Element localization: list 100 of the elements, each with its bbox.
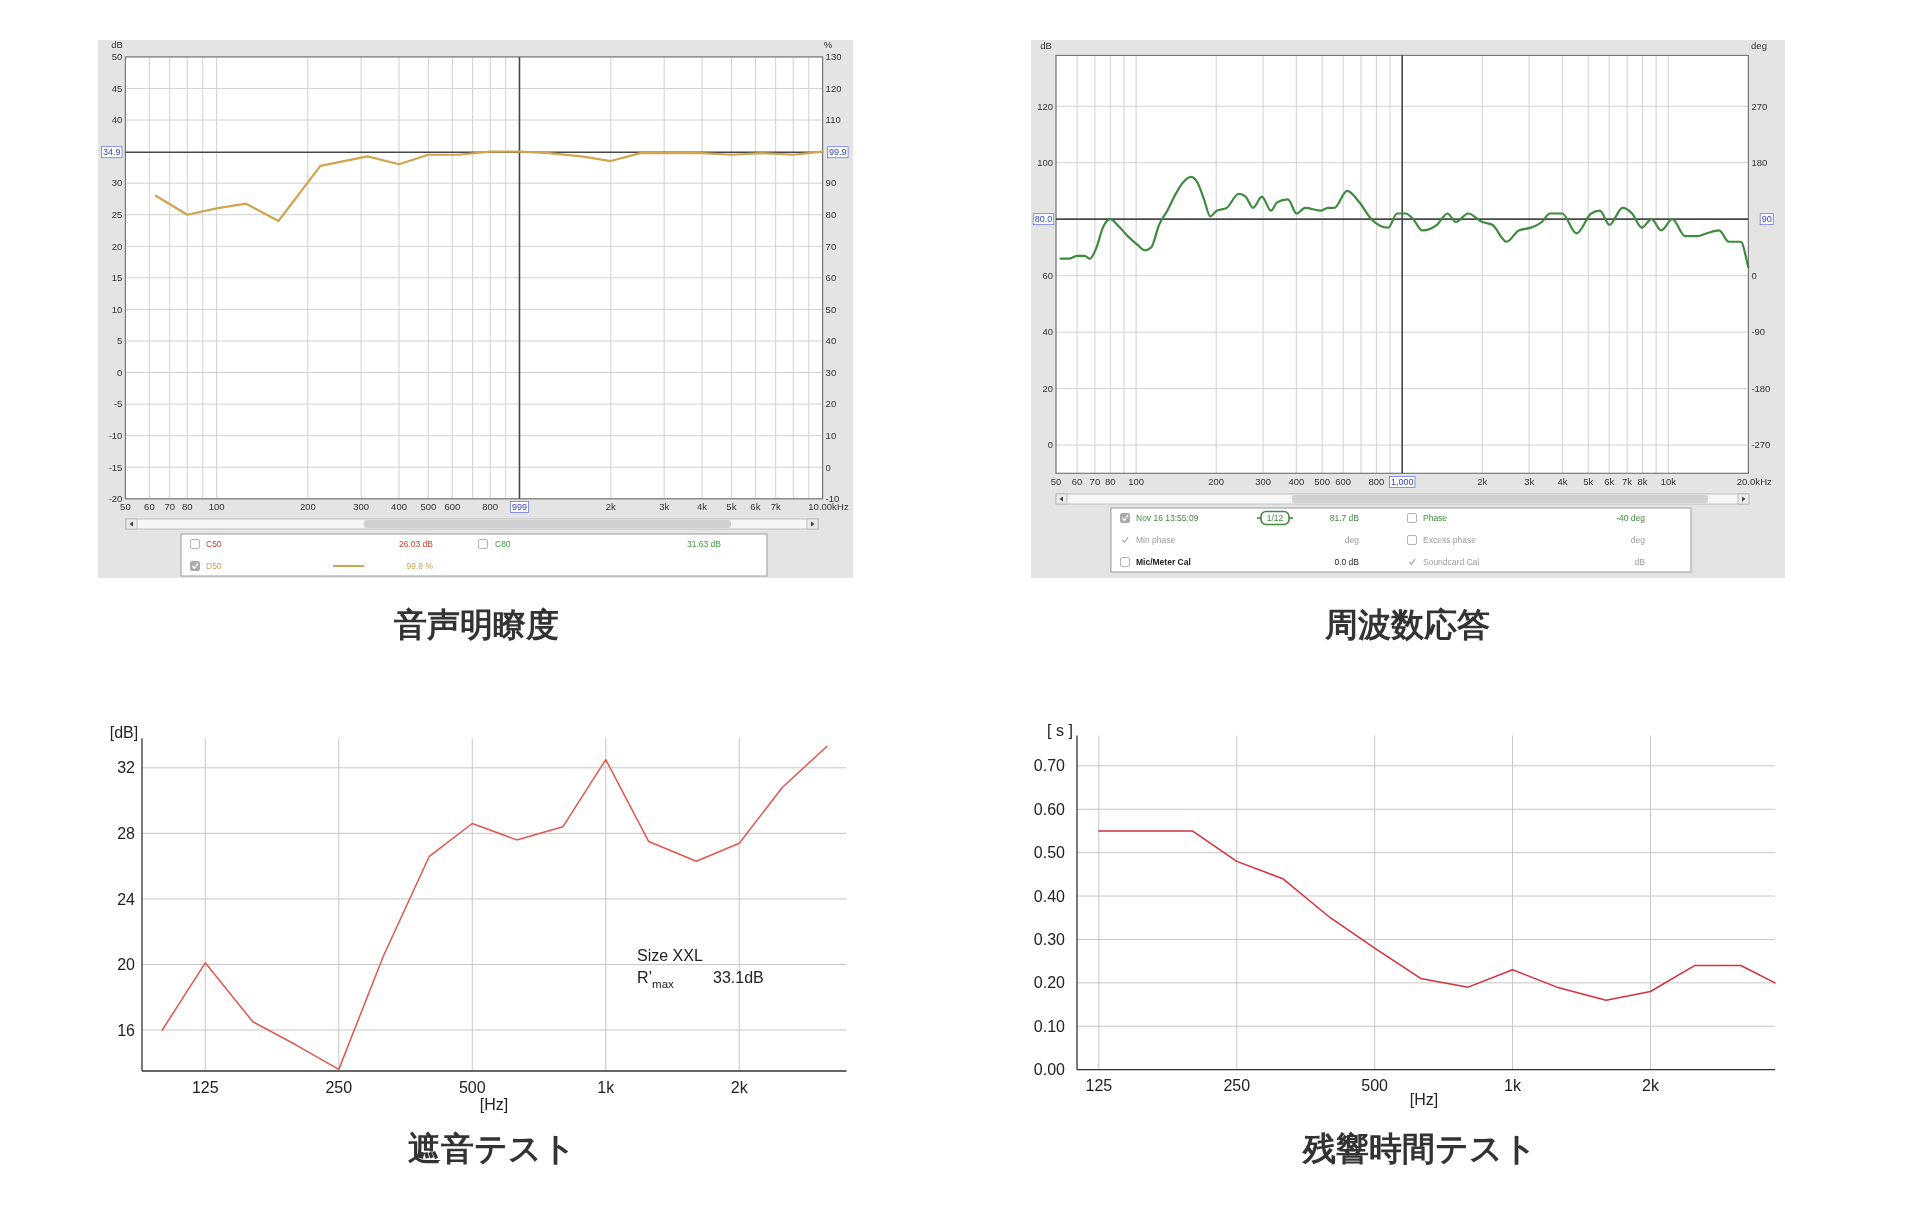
ref-line-label: 999 [511,502,527,513]
y2-tick-label: -90 [1751,326,1766,338]
x-axis-title: [Hz] [1409,1091,1439,1108]
text: 81.7 dB [1329,513,1360,523]
y-tick-label: 24 [117,890,136,908]
x-tick-label: 250 [325,1079,353,1096]
x-tick-label: 300 [353,501,370,513]
annotation: 99.9 [829,147,847,158]
text: 音声明瞭度 [393,606,559,643]
y-tick-label: 45 [111,82,123,94]
x-tick-label: 2k [1477,476,1488,488]
y2-axis-title: % [823,39,833,50]
y-axis-title: dB [1040,40,1052,51]
text: Nov 16 13:55:09 [1136,513,1199,523]
x-tick-label: 1k [1504,1076,1523,1094]
x-tick-label: 8k [1637,476,1648,488]
y-axis-title: [dB] [109,724,139,741]
x-tick-label: 600 [444,501,461,513]
y2-tick-label: -180 [1751,382,1771,394]
x-tick-label: 100 [1128,476,1145,488]
x-tick-label: 20.0k [1736,476,1761,488]
x-tick-label: 5k [1583,476,1594,488]
y-tick-label: 5 [117,335,123,347]
x-tick-label: 60 [144,501,155,513]
y-tick-label: 32 [117,759,136,777]
x-tick-label: 200 [299,501,316,513]
y-tick-label: 20 [111,240,123,252]
text: 31.63 dB [686,539,722,549]
y-tick-label: 0 [1047,439,1053,451]
y-tick-label: 25 [111,209,123,221]
x-tick-label: 250 [1223,1076,1251,1094]
text: 99.8 % [406,561,434,571]
y2-tick-label: 80 [825,209,837,221]
x-tick-label: 2k [730,1079,749,1096]
x-tick-label: 80 [1105,476,1116,488]
y-tick-label: -5 [113,398,123,410]
y2-tick-label: 40 [825,335,837,347]
y-tick-label: 40 [1042,326,1053,338]
y-tick-label: 30 [111,177,123,189]
y2-tick-label: 110 [825,114,841,126]
x-tick-label: 800 [1368,476,1385,488]
y-tick-label: 50 [111,51,123,63]
y2-tick-label: 120 [825,82,842,94]
x-tick-label: 800 [482,501,499,513]
annotation: 90 [1761,214,1772,225]
y-tick-label: -10 [108,430,123,441]
y-tick-label: -15 [108,461,123,473]
y2-tick-label: 0 [825,461,831,473]
y2-tick-label: 50 [825,303,837,315]
annotation: Size XXL [637,947,703,964]
ref-line-label: 80.0 [1034,214,1053,225]
x-tick-label: 2k [605,501,617,513]
y-tick-label: 0.10 [1033,1017,1066,1035]
y-tick-label: 20 [117,956,136,974]
x-tick-label: 70 [1089,476,1101,488]
y-tick-label: 0.50 [1033,844,1066,862]
text: C80 [495,539,511,549]
ref-line-label: 1,000 [1390,477,1414,488]
x-tick-label: 500 [1361,1076,1389,1094]
x-tick-label: 500 [1314,476,1331,488]
y-tick-label: 16 [117,1021,136,1039]
text: 0.0 dB [1334,557,1360,567]
annotation: R’$_{max}$ [637,969,675,990]
x-tick-label: 70 [164,501,175,513]
x-tick-label: 200 [1208,476,1225,488]
x-tick-label: 7k [1622,476,1633,488]
y-tick-label: 0.60 [1033,800,1066,818]
x-tick-label: 100 [208,501,225,513]
x-tick-label: 500 [420,501,437,513]
y-tick-label: 15 [111,272,123,284]
x-tick-label: 400 [391,501,407,513]
text: 周波数応答 [1323,606,1490,643]
x-tick-label: 6k [750,501,761,513]
text: dB [1634,557,1646,567]
annotation: 33.1dB [713,969,764,986]
text: 1/12 [1266,513,1284,523]
y-tick-label: 0 [117,366,123,378]
text: -40 deg [1616,513,1646,523]
text: 遮音テスト [408,1130,576,1167]
x-tick-label: 1k [597,1079,616,1096]
y-tick-label: 100 [1037,157,1053,169]
x-tick-label: 3k [659,501,670,513]
y2-tick-label: 0 [1751,269,1757,281]
text: Soundcard Cal [1423,557,1480,567]
x-tick-label: 400 [1288,476,1305,488]
y-tick-label: 0.40 [1033,887,1066,905]
text: deg [1344,535,1360,545]
y2-tick-label: 90 [825,177,837,189]
y-tick-label: 28 [117,824,136,842]
text: C50 [206,539,222,549]
x-tick-label: 3k [1524,476,1535,488]
y2-tick-label: 30 [825,366,837,378]
y2-tick-label: 20 [825,398,837,410]
text: Mic/Meter Cal [1136,557,1191,567]
y2-tick-label: 180 [1751,157,1768,169]
y2-tick-label: -270 [1751,439,1771,451]
y-tick-label: -20 [108,493,123,505]
x-tick-label: 300 [1255,476,1271,488]
x-tick-label: 60 [1071,476,1083,488]
text: Excess phase [1423,535,1477,545]
